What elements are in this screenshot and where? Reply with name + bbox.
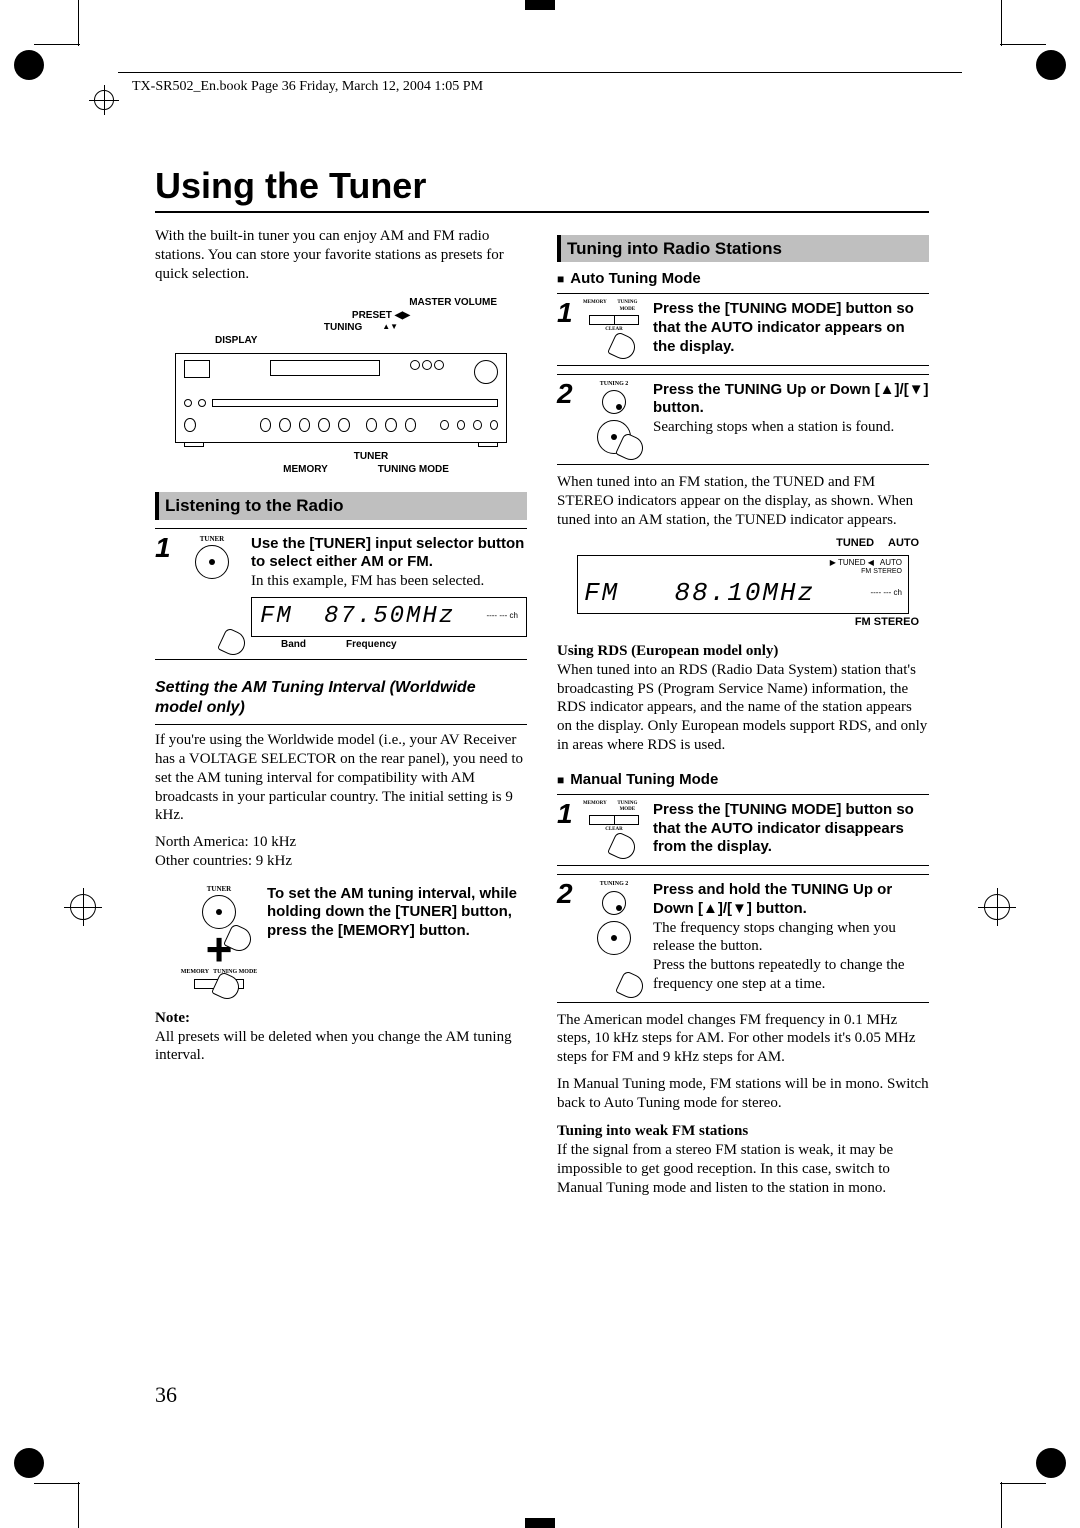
header-rule bbox=[118, 72, 962, 73]
auto-step1-bold: Press the [TUNING MODE] button so that t… bbox=[653, 300, 929, 356]
manual-step1-bold: Press the [TUNING MODE] button so that t… bbox=[653, 801, 929, 857]
intro-text: With the built-in tuner you can enjoy AM… bbox=[155, 227, 527, 283]
am-interval-rule bbox=[155, 724, 527, 725]
halfbar-top bbox=[525, 0, 555, 10]
tuning-dial-icon: TUNING 2 bbox=[583, 881, 645, 994]
lcd-display-1: FM 87.50MHz ---- --- ch bbox=[251, 597, 527, 637]
auto-step-1: 1 MEMORY TUNING MODE CLEAR Press the [TU… bbox=[557, 293, 929, 365]
section-tuning: Tuning into Radio Stations bbox=[557, 235, 929, 262]
am-interval-procedure: TUNER + MEMORY TUNING MODE To set the AM… bbox=[155, 879, 527, 999]
square-bullet-icon: ■ bbox=[557, 270, 564, 289]
tuned-indicator-text: When tuned into an FM station, the TUNED… bbox=[557, 473, 929, 529]
manual-head: Manual Tuning Mode bbox=[570, 771, 718, 790]
rds-body: When tuned into an RDS (Radio Data Syste… bbox=[557, 661, 929, 755]
manual-step2-bold: Press and hold the TUNING Up or Down [▲]… bbox=[653, 881, 929, 919]
weak-body: If the signal from a stereo FM station i… bbox=[557, 1141, 929, 1197]
am-interval-p3: Other countries: 9 kHz bbox=[155, 852, 527, 871]
lbl-fmstereo: FM STEREO bbox=[557, 616, 929, 630]
print-dot-tl bbox=[14, 50, 44, 80]
crop-bl bbox=[64, 1438, 124, 1498]
am-interval-p1: If you're using the Worldwide model (i.e… bbox=[155, 731, 527, 825]
mono-text: In Manual Tuning mode, FM stations will … bbox=[557, 1075, 929, 1113]
page-title: Using the Tuner bbox=[155, 165, 929, 207]
manual-step2-num: 2 bbox=[557, 881, 575, 994]
manual-step2-body1: The frequency stops changing when you re… bbox=[653, 919, 929, 957]
halfbar-bottom bbox=[525, 1518, 555, 1528]
lbl-tuning: TUNING bbox=[324, 322, 362, 335]
reg-mark-right bbox=[984, 894, 1010, 920]
step1-body: In this example, FM has been selected. bbox=[251, 572, 527, 591]
title-rule bbox=[155, 211, 929, 213]
right-column: Tuning into Radio Stations ■ Auto Tuning… bbox=[557, 227, 929, 1197]
note-head: Note: bbox=[155, 1009, 527, 1028]
running-header: TX-SR502_En.book Page 36 Friday, March 1… bbox=[132, 79, 483, 95]
print-dot-tr bbox=[1036, 50, 1066, 80]
page-number: 36 bbox=[155, 1382, 177, 1408]
tuner-dial-icon: TUNER bbox=[181, 535, 243, 652]
auto-step2-num: 2 bbox=[557, 381, 575, 457]
step1-bold: Use the [TUNER] input selector button to… bbox=[251, 535, 527, 573]
tuning-dial-icon: TUNING 2 bbox=[583, 381, 645, 457]
manual-step-1: 1 MEMORY TUNING MODE CLEAR Press the [TU… bbox=[557, 794, 929, 866]
auto-step-2: 2 TUNING 2 Press the TUNING Up or Down [… bbox=[557, 374, 929, 466]
lbl-auto: AUTO bbox=[888, 537, 919, 551]
manual-step1-num: 1 bbox=[557, 801, 575, 857]
lbl-memory: MEMORY bbox=[283, 464, 328, 477]
lbl-preset: PRESET ◀▶ bbox=[352, 310, 410, 323]
weak-head: Tuning into weak FM stations bbox=[557, 1122, 929, 1141]
step-num-1: 1 bbox=[155, 535, 173, 652]
auto-head: Auto Tuning Mode bbox=[570, 270, 701, 289]
print-dot-bl bbox=[14, 1448, 44, 1478]
left-column: With the built-in tuner you can enjoy AM… bbox=[155, 227, 527, 1197]
lbl-tuner: TUNER bbox=[354, 451, 388, 464]
memory-button-icon: MEMORY TUNING MODE CLEAR bbox=[583, 300, 645, 356]
receiver-diagram: MASTER VOLUME PRESET ◀▶ TUNING▲▼ DISPLAY bbox=[155, 291, 527, 482]
memory-button-icon: MEMORY TUNING MODE CLEAR bbox=[583, 801, 645, 857]
rds-head: Using RDS (European model only) bbox=[557, 642, 929, 661]
auto-step1-num: 1 bbox=[557, 300, 575, 356]
auto-step2-body: Searching stops when a station is found. bbox=[653, 418, 929, 437]
sublabel-band: Band bbox=[281, 639, 306, 652]
auto-step2-bold: Press the TUNING Up or Down [▲]/[▼] butt… bbox=[653, 381, 929, 419]
lbl-display: DISPLAY bbox=[215, 335, 257, 348]
reg-mark-header bbox=[94, 90, 114, 110]
lbl-master-volume: MASTER VOLUME bbox=[409, 297, 497, 310]
am-interval-p2: North America: 10 kHz bbox=[155, 833, 527, 852]
listening-step-1: 1 TUNER Use the [TUNER] input selector b… bbox=[155, 528, 527, 661]
note-body: All presets will be deleted when you cha… bbox=[155, 1028, 527, 1066]
manual-step-2: 2 TUNING 2 Press and hold the TUNING Up … bbox=[557, 874, 929, 1003]
crop-tr bbox=[956, 30, 1016, 90]
crop-br bbox=[956, 1438, 1016, 1498]
reg-mark-left bbox=[70, 894, 96, 920]
page-content: Using the Tuner With the built-in tuner … bbox=[155, 165, 929, 1197]
am-proc-bold: To set the AM tuning interval, while hol… bbox=[267, 885, 527, 991]
lcd-display-tuned: ▶ TUNED ◀ AUTO FM STEREO FM 88.10MHz ---… bbox=[577, 555, 909, 614]
receiver-front-panel bbox=[175, 353, 507, 443]
section-listening: Listening to the Radio bbox=[155, 492, 527, 519]
sublabel-freq: Frequency bbox=[346, 639, 397, 652]
lbl-tuned: TUNED bbox=[836, 537, 874, 551]
square-bullet-icon: ■ bbox=[557, 771, 564, 790]
manual-step2-body2: Press the buttons repeatedly to change t… bbox=[653, 956, 929, 994]
crop-tl bbox=[64, 30, 124, 90]
print-dot-br bbox=[1036, 1448, 1066, 1478]
am-proc-icon: TUNER + MEMORY TUNING MODE bbox=[179, 885, 259, 991]
am-interval-head: Setting the AM Tuning Interval (Worldwid… bbox=[155, 678, 527, 718]
freq-steps-text: The American model changes FM frequency … bbox=[557, 1011, 929, 1067]
lbl-tuning-mode: TUNING MODE bbox=[378, 464, 449, 477]
